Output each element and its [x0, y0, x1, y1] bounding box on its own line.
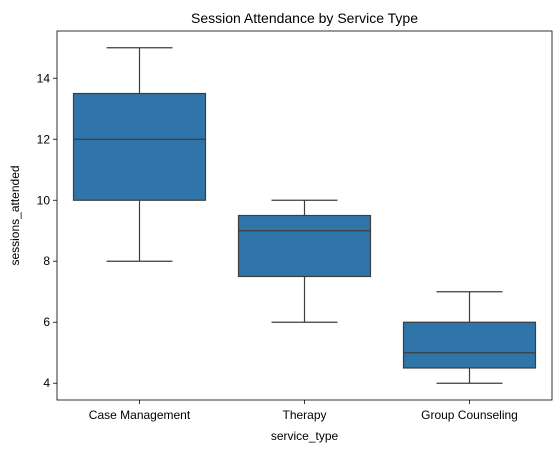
iqr-box: [402, 321, 537, 369]
y-axis-label: sessions_attended: [8, 165, 22, 265]
x-tick-label: Therapy: [282, 408, 326, 422]
y-axis-ticks: 4 6 8 10 12 14: [37, 71, 57, 390]
iqr-box: [72, 92, 207, 201]
chart-title: Session Attendance by Service Type: [191, 10, 418, 26]
box-group: [237, 199, 372, 323]
box-group: [402, 291, 537, 384]
boxes-layer: [72, 47, 537, 384]
y-tick-label: 8: [43, 254, 50, 268]
y-tick-label: 10: [37, 193, 51, 207]
y-tick-label: 4: [43, 376, 50, 390]
x-axis-ticks: Case Management Therapy Group Counseling: [89, 400, 518, 422]
y-tick-label: 14: [37, 71, 51, 85]
x-tick-label: Group Counseling: [421, 408, 518, 422]
y-tick-label: 12: [37, 132, 51, 146]
y-tick-label: 6: [43, 315, 50, 329]
x-tick-label: Case Management: [89, 408, 191, 422]
box-group: [72, 47, 207, 262]
x-axis-label: service_type: [271, 429, 339, 443]
iqr-box: [237, 214, 372, 278]
